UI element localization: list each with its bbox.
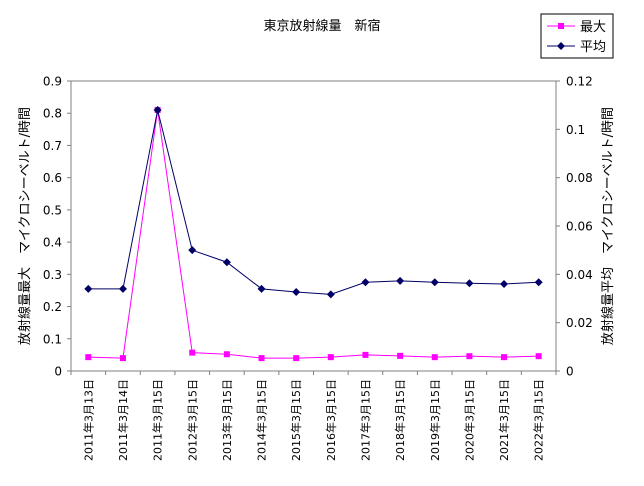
chart-title: 東京放射線量 新宿 xyxy=(263,18,380,34)
series-avg xyxy=(84,106,543,299)
x-tick-label: 2020年3月15日 xyxy=(462,379,476,461)
series-max xyxy=(85,107,542,362)
x-tick-label: 2011年3月13日 xyxy=(81,379,95,461)
y-left-tick-label: 0.2 xyxy=(43,300,62,314)
y-left-tick-label: 0.8 xyxy=(43,107,62,121)
data-point xyxy=(222,258,231,267)
x-tick-label: 2016年3月15日 xyxy=(324,379,338,461)
y-right-tick-label: 0.06 xyxy=(566,220,593,234)
y-left-tick-label: 0.7 xyxy=(43,139,62,153)
legend-marker-avg xyxy=(557,42,565,50)
data-point xyxy=(189,349,196,356)
y-left-tick-label: 0 xyxy=(54,365,62,379)
data-point xyxy=(466,353,473,360)
y-right-tick-label: 0.12 xyxy=(566,75,593,89)
x-tick-label: 2011年3月15日 xyxy=(151,379,165,461)
data-point xyxy=(430,278,439,287)
data-point xyxy=(500,280,509,288)
y-left-tick-label: 0.9 xyxy=(43,75,62,89)
data-point xyxy=(396,276,405,285)
data-point xyxy=(327,354,334,361)
plot-area xyxy=(70,80,557,372)
legend-label-max: 最大 xyxy=(580,20,606,35)
x-tick-label: 2018年3月15日 xyxy=(393,379,407,461)
data-point xyxy=(501,354,508,361)
x-tick-label: 2012年3月15日 xyxy=(185,379,199,461)
y-axis-left: 0 0.1 0.2 0.3 0.4 0.5 0.6 0.7 0.8 0.9 xyxy=(43,75,71,379)
y-right-tick-label: 0 xyxy=(566,365,574,379)
x-tick-label: 2014年3月15日 xyxy=(255,379,269,461)
y-axis-label-right: 放射線量平均 マイクロシーベルト/時間 xyxy=(600,107,616,345)
y-axis-label-left: 放射線量最大 マイクロシーベルト/時間 xyxy=(17,107,33,345)
y-left-tick-label: 0.3 xyxy=(43,268,62,282)
y-right-tick-label: 0.04 xyxy=(566,268,593,282)
data-point xyxy=(535,353,542,360)
data-point xyxy=(223,351,230,358)
legend-label-avg: 平均 xyxy=(580,40,606,55)
data-point xyxy=(84,284,93,293)
series-line xyxy=(88,109,539,359)
x-tick-label: 2013年3月15日 xyxy=(220,379,234,461)
data-point xyxy=(397,352,404,359)
data-point xyxy=(119,355,126,362)
data-point xyxy=(326,290,335,299)
data-point xyxy=(293,355,300,362)
x-tick-label: 2022年3月15日 xyxy=(532,379,546,461)
x-tick-label: 2015年3月15日 xyxy=(289,379,303,461)
data-point xyxy=(465,279,474,288)
legend: 最大 平均 xyxy=(540,13,614,59)
data-point xyxy=(431,354,438,361)
data-point xyxy=(188,246,197,255)
y-left-tick-label: 0.4 xyxy=(43,236,62,250)
data-point xyxy=(257,284,266,293)
x-tick-label: 2019年3月15日 xyxy=(428,379,442,461)
y-left-tick-label: 0.1 xyxy=(43,332,62,346)
series-line xyxy=(88,109,539,295)
data-point xyxy=(153,106,162,114)
data-point xyxy=(118,284,127,293)
data-point xyxy=(362,351,369,358)
x-tick-label: 2021年3月15日 xyxy=(497,379,511,461)
data-point xyxy=(292,287,301,296)
x-tick-label: 2011年3月14日 xyxy=(116,379,130,461)
x-axis: 2011年3月13日 2011年3月14日 2011年3月15日 2012年3月15日… xyxy=(70,371,557,461)
y-right-tick-label: 0.08 xyxy=(566,171,593,185)
data-point xyxy=(361,278,370,287)
y-left-tick-label: 0.6 xyxy=(43,171,62,185)
y-axis-right: 0 0.02 0.04 0.06 0.08 0.1 0.12 xyxy=(556,75,593,379)
y-right-tick-label: 0.1 xyxy=(566,123,585,137)
data-point xyxy=(258,355,265,362)
legend-box xyxy=(540,13,614,59)
data-point xyxy=(534,278,543,287)
x-tick-label: 2017年3月15日 xyxy=(358,379,372,461)
data-point xyxy=(85,354,92,361)
y-left-tick-label: 0.5 xyxy=(43,203,62,217)
legend-marker-max xyxy=(558,23,564,29)
y-right-tick-label: 0.02 xyxy=(566,316,593,330)
series-layer xyxy=(84,106,543,362)
